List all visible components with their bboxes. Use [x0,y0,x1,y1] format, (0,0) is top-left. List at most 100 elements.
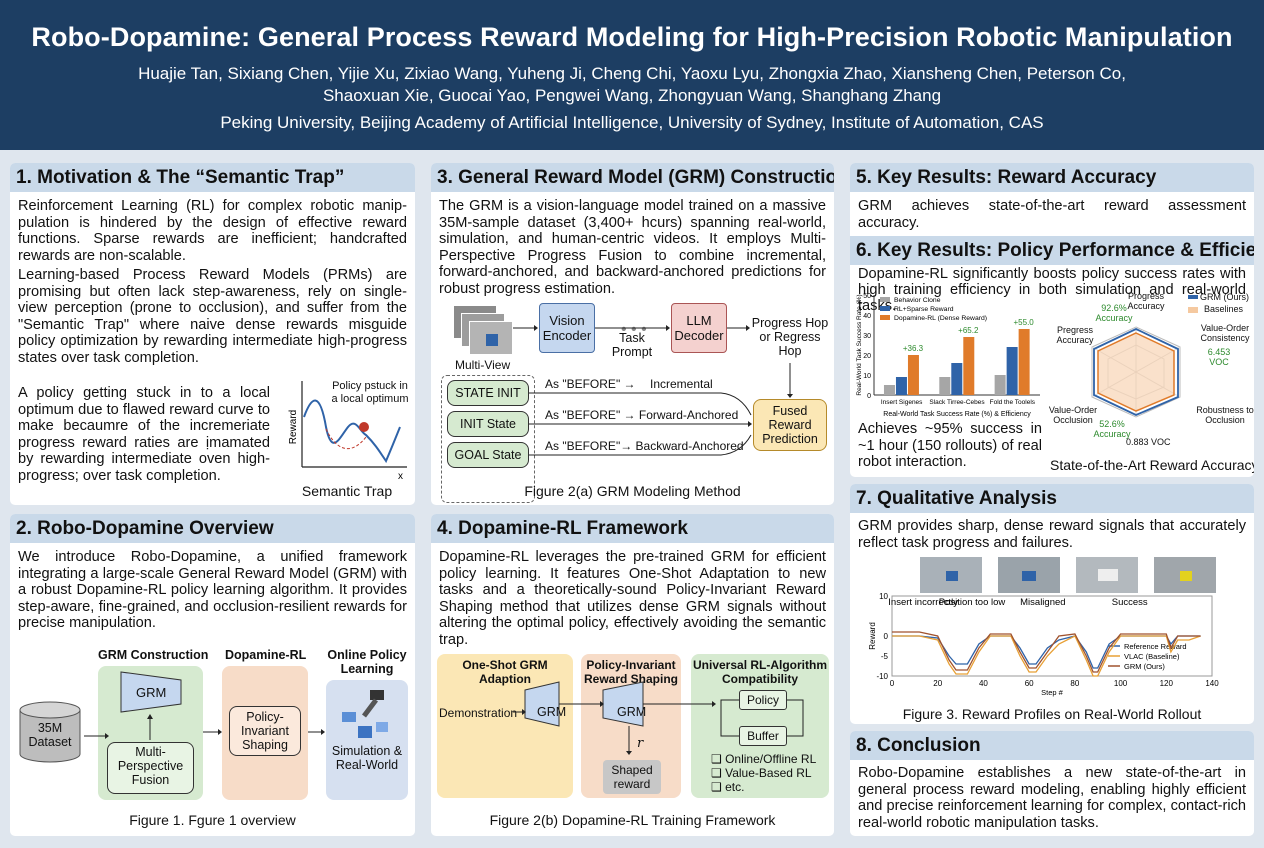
arrowhead [321,729,325,735]
cylinder-body [19,710,81,763]
paragraph: Dopamine-RL leverages the pre-trained GR… [439,549,826,648]
figure-caption: State-of-the-Art Reward Accuracy [1050,457,1254,473]
paragraph: GRM provides sharp, dense reward signals… [858,518,1246,551]
y-tick-label: 10 [879,592,888,601]
arrow-label-3: As "BEFORE"→ Backward-Anchored [545,439,744,453]
section-results: 5. Key Results: Reward Accuracy GRM achi… [850,163,1254,477]
event-label: Misaligned [1020,597,1065,608]
radar-legend-grm: GRM (Ours) [1200,292,1249,302]
event-label: Insert incorrectly [888,597,958,608]
radar-note-accuracy-1: 92.6% Accuracy [1095,303,1133,323]
figure-caption: Figure 1. Fgure 1 overview [129,812,296,828]
legend-swatch-grm [1188,295,1198,299]
bar [939,377,951,395]
y-tick-label: 30 [863,333,871,340]
x-tick-label: 40 [979,679,988,688]
col-label-grm: GRM Construction [98,648,209,662]
shaped-reward-box: Shaped reward [603,760,661,794]
x-tick-label: 60 [1025,679,1034,688]
figure-caption: Figure 2(b) Dopamine-RL Training Framewo… [489,812,776,828]
ellipsis-dots: • • • [621,321,647,338]
init-state-box: INIT State [447,411,529,437]
semantic-trap-figure: Reward x [288,381,407,482]
author-list: Huajie Tan, Sixiang Chen, Yijie Xu, Zixi… [0,63,1264,107]
section-conclusion: 8. Conclusion Robo-Dopamine establishes … [850,731,1254,836]
bar [951,363,963,395]
compat-title: Universal RL-Algorithm Compatibility [693,658,828,686]
progress-hop-label: Progress Hop or Regress Hop [751,316,829,358]
oneshot-title: One-Shot GRM Adaption [462,658,548,686]
grm-shape-1 [524,681,560,727]
loop-right [785,699,804,737]
data-label: +55.0 [1014,318,1035,327]
figure-caption: Semantic Trap [301,483,393,499]
arrow-label-2: As "BEFORE" → Forward-Anchored [545,408,739,422]
series-line [892,635,1201,677]
x-tick-label: 100 [1114,679,1128,688]
x-tick-label: Insert Sigenes [881,399,923,406]
llm-decoder-box: LLM Decoder [671,303,727,353]
y-tick-label: 50 [863,293,871,300]
success-rate-bar-chart: 0 10 20 30 40 50 Insert Sigenes +36.3 Slack Tirr… [856,293,1040,418]
arrow-label-1: As "BEFORE" → [545,377,636,391]
radar-legend-baseline: Baselines [1204,304,1244,314]
section-dopamine-rl: 4. Dopamine-RL Framework Dopamine-RL lev… [431,514,834,836]
oneshot-box [437,654,573,798]
radar-axis-robustness: Robustness to Occlusion [1196,405,1254,425]
arrowhead [600,701,604,707]
legend-label: GRM (Ours) [1124,662,1165,671]
figure-caption: Figure 2(a) GRM Modeling Method [524,483,741,499]
option-online-offline: ❑ Online/Offline RL [711,752,817,766]
trap-ball [359,422,369,432]
section-title: 3. General Reward Model (GRM) Constructi… [431,163,834,192]
view-3 [469,321,513,355]
rollout-frame [1076,557,1138,593]
demonstration-label: Demonstration [439,706,518,720]
grm-shape [120,671,182,713]
legend-swatch [880,306,890,311]
radar-note-accuracy-2: 52.6% Accuracy [1093,419,1131,439]
dopamine-diagram [513,681,804,755]
bar [963,337,975,395]
radar-axis-progress: Progress Accuracy [1127,291,1165,311]
x-tick-label: 20 [933,679,942,688]
radar-chart [1091,295,1198,418]
event-label: Position too low [939,597,1006,608]
rollout-frame [998,557,1060,593]
frame-object [1022,571,1036,581]
option-value-based: ❑ Value-Based RL [711,766,812,780]
blue-cube [486,334,498,346]
bar [1006,347,1018,395]
section-title: 8. Conclusion [850,731,1254,760]
authors-line-1: Huajie Tan, Sixiang Chen, Yijie Xu, Zixi… [138,64,1126,83]
shaping-title: Policy-Invariant Reward Shaping [583,658,678,686]
block-3 [376,722,388,732]
authors-line-2: Shaoxuan Xie, Guocai Yao, Pengwei Wang, … [322,86,942,105]
y-tick-label: -10 [876,672,888,681]
x-tick-label: 120 [1160,679,1174,688]
y-tick-label: 40 [863,313,871,320]
bar [883,385,895,395]
section-title: 7. Qualitative Analysis [850,484,1254,513]
multiview-images [453,305,513,355]
x-tick-label: 80 [1070,679,1079,688]
rollout-frame [920,557,982,593]
overview-arrows [84,714,325,740]
dataset-label: 35M Dataset [28,721,72,749]
section-title: 4. Dopamine-RL Framework [431,514,834,543]
robot-arm-icon [342,690,388,738]
paragraph: Dopamine-RL significantly boosts policy … [858,266,1246,314]
paragraph: GRM achieves state-of-the-art reward ass… [858,198,1246,231]
robot-link [362,698,378,718]
arrow [529,434,752,456]
frame-object [946,571,958,581]
arrowhead [218,729,222,735]
block-2 [358,726,372,738]
vision-encoder-box: Vision Encoder [539,303,595,353]
reward-curve [303,399,401,464]
event-label: Success [1112,597,1148,608]
affiliations: Peking University, Beijing Academy of Ar… [220,113,1044,132]
block-1 [342,712,356,722]
bar [907,355,919,395]
